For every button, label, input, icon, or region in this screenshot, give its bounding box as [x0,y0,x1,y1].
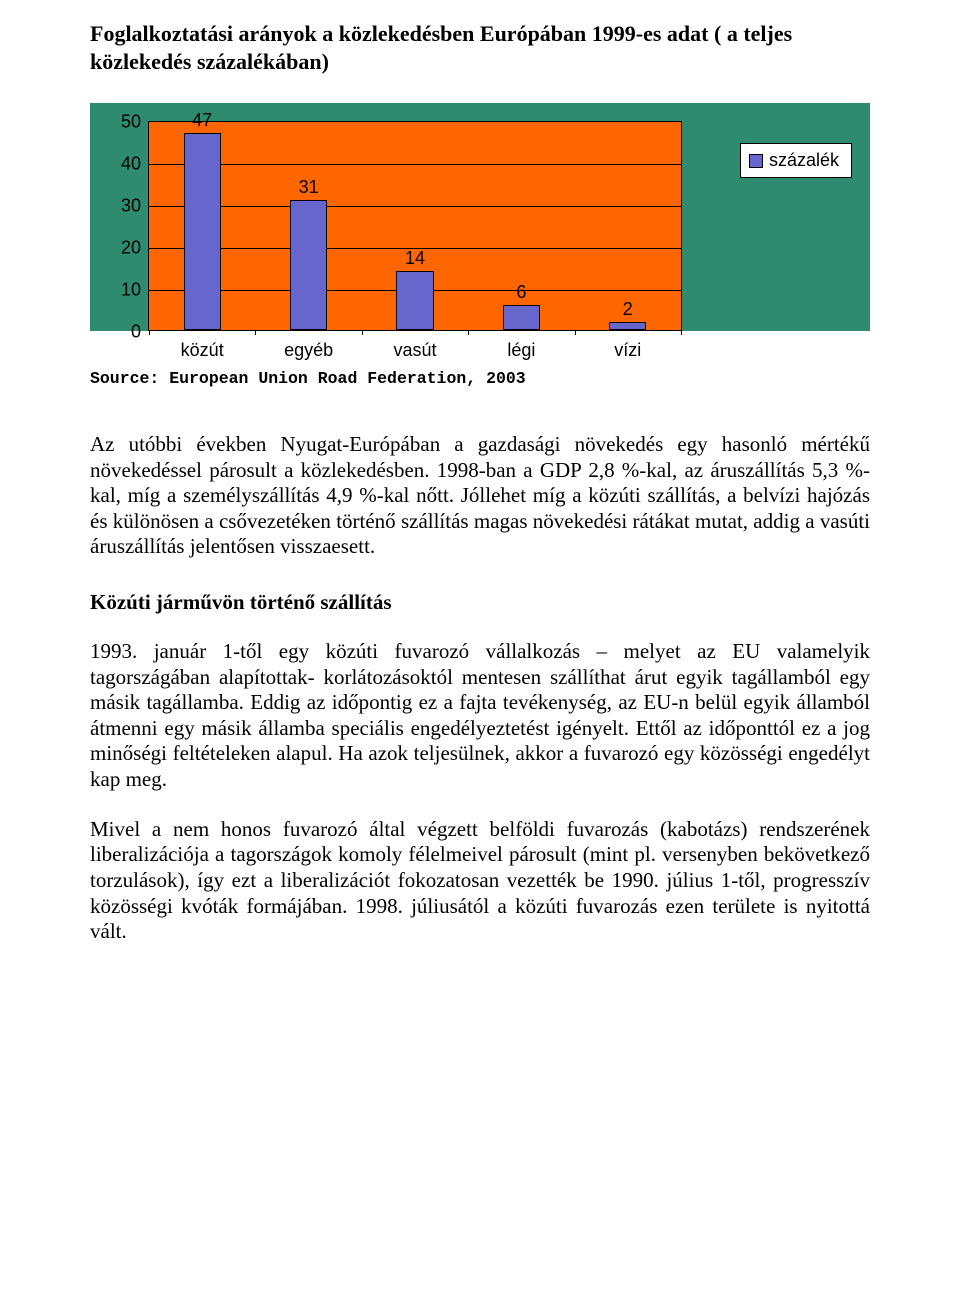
chart-legend: százalék [740,143,852,178]
x-category-label: egyéb [284,340,333,361]
y-tick-label: 0 [111,322,141,343]
gridline [149,206,681,207]
bar [396,271,433,330]
y-tick-label: 30 [111,196,141,217]
page-title: Foglalkoztatási arányok a közlekedésben … [90,20,870,75]
x-tick [681,330,682,335]
paragraph-1: Az utóbbi években Nyugat-Európában a gaz… [90,432,870,560]
y-tick-label: 20 [111,238,141,259]
bar-value-label: 31 [299,177,319,198]
bar [503,305,540,330]
bar [609,322,646,330]
x-tick [255,330,256,335]
section-heading: Közúti járművön történő szállítás [90,590,870,615]
bar-value-label: 47 [192,110,212,131]
y-tick-label: 10 [111,280,141,301]
bar-value-label: 14 [405,248,425,269]
gridline [149,164,681,165]
x-tick [149,330,150,335]
legend-swatch [749,154,763,168]
y-tick-label: 50 [111,112,141,133]
bar [184,133,221,330]
bar [290,200,327,330]
paragraph-2: 1993. január 1-től egy közúti fuvarozó v… [90,639,870,793]
x-category-label: vasút [393,340,436,361]
x-category-label: vízi [614,340,641,361]
x-tick [575,330,576,335]
x-tick [468,330,469,335]
y-tick-label: 40 [111,154,141,175]
bar-value-label: 2 [623,299,633,320]
x-category-label: közút [181,340,224,361]
bar-value-label: 6 [516,282,526,303]
paragraph-3: Mivel a nem honos fuvarozó által végzett… [90,817,870,945]
x-tick [362,330,363,335]
x-category-label: légi [507,340,535,361]
legend-label: százalék [769,150,839,171]
chart-source: Source: European Union Road Federation, … [90,369,870,388]
chart-panel: 47közút31egyéb14vasút6légi2vízi 01020304… [90,103,870,331]
chart-plot-area: 47közút31egyéb14vasút6légi2vízi 01020304… [148,121,682,331]
